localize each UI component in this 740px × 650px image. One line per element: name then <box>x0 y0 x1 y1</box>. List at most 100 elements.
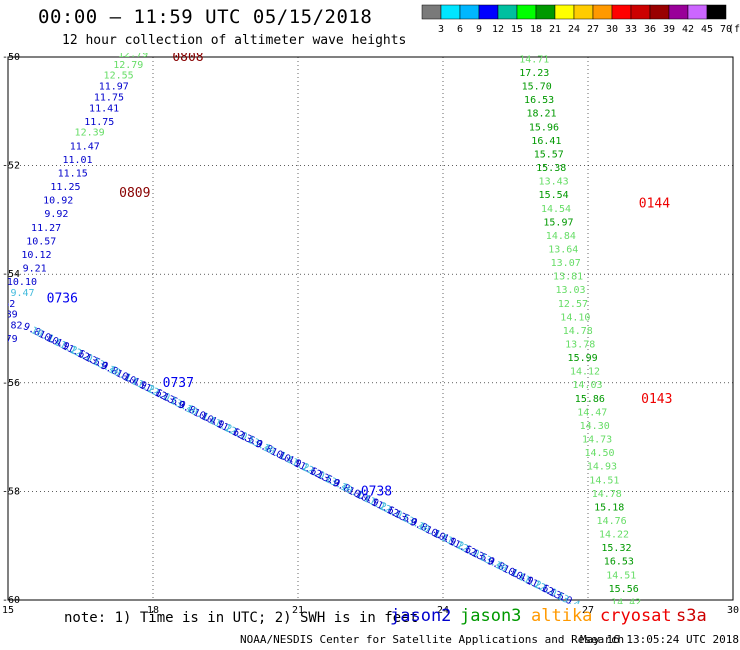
wave-height-label: 14.42 <box>611 597 641 608</box>
wave-height-label: 10.57 <box>26 236 56 247</box>
wave-height-label: 9.79 <box>0 334 18 345</box>
wave-height-label: 14.10 <box>560 312 590 323</box>
wave-height-label: 9.21 <box>23 263 47 274</box>
wave-height-label: 14.22 <box>599 530 629 541</box>
legend-s3a: s3a <box>676 606 707 626</box>
y-tick-label: -56 <box>2 378 20 389</box>
wave-height-label: 14.84 <box>546 231 576 242</box>
pass-time-label: 0143 <box>641 392 672 407</box>
pass-time-label: 0809 <box>119 186 150 201</box>
colorbar-tick-label: 21 <box>549 24 561 35</box>
wave-height-label: 15.18 <box>594 502 624 513</box>
wave-height-label: 16.41 <box>531 136 561 147</box>
wave-height-label: 13.03 <box>555 285 585 296</box>
wave-height-label: 10.44 <box>0 293 8 304</box>
track-layer: 9.810.110.410.911.211.612.012.513.013.49… <box>0 49 672 608</box>
colorbar-tick-label: 24 <box>568 24 580 35</box>
x-tick-label: 27 <box>582 605 594 616</box>
x-tick-label: 18 <box>147 605 159 616</box>
legend-altika: altika <box>531 606 593 626</box>
wave-height-label: 13.07 <box>551 258 581 269</box>
wave-height-label: 11.41 <box>89 103 119 114</box>
wave-height-label: 16.53 <box>604 557 634 568</box>
plot-frame <box>7 56 734 601</box>
wave-height-label: 13.64 <box>548 244 578 255</box>
wave-height-label: 12.79 <box>113 60 143 71</box>
legend-cryosat: cryosat <box>600 606 672 626</box>
wave-height-label: 15.70 <box>522 82 552 93</box>
wave-height-label: 13.78 <box>565 340 595 351</box>
wave-height-label: 14.76 <box>597 516 627 527</box>
pass-time-label: 0738 <box>361 484 392 499</box>
wave-height-label: 14.73 <box>582 435 612 446</box>
legend-jason3: jason3 <box>460 606 522 626</box>
colorbar-tick-label: 45 <box>701 24 713 35</box>
wave-height-label: 9.92 <box>44 209 68 220</box>
colorbar-tick-label: 70 <box>720 24 732 35</box>
wave-height-label: 11.75 <box>94 92 124 103</box>
wave-height-label: 10.12 <box>21 250 51 261</box>
wave-height-label: 15.96 <box>529 122 559 133</box>
colorbar-tick-label: 9 <box>476 24 482 35</box>
colorbar-tick-label: 3 <box>438 24 444 35</box>
wave-height-label: 14.03 <box>572 380 602 391</box>
wave-height-label: 15.99 <box>568 353 598 364</box>
pass-time-label: 0736 <box>47 292 78 307</box>
colorbar-tick-label: 33 <box>625 24 637 35</box>
colorbar-tick-label: 39 <box>663 24 675 35</box>
wave-height-label: 10.82 <box>0 321 23 332</box>
wave-height-label: 15.97 <box>543 217 573 228</box>
page-title: 00:00 – 11:59 UTC 05/15/2018 <box>38 6 373 28</box>
wave-height-label: 14.78 <box>563 326 593 337</box>
page-subtitle: 12 hour collection of altimeter wave hei… <box>62 33 407 48</box>
colorbar-tick-label: 27 <box>587 24 599 35</box>
wave-height-label: 13.43 <box>539 177 569 188</box>
wave-height-label: 12.55 <box>104 71 134 82</box>
wave-height-label: 15.86 <box>575 394 605 405</box>
wave-height-label: 12.79 <box>118 49 148 60</box>
wave-height-label: 18.21 <box>526 109 556 120</box>
wave-height-label: 11.97 <box>99 82 129 93</box>
colorbar-tick-label: 36 <box>644 24 656 35</box>
wave-height-label: 10.62 <box>0 299 15 310</box>
colorbar-tick-label: 6 <box>457 24 463 35</box>
wave-height-label: 10.92 <box>43 196 73 207</box>
wave-height-label: 14.51 <box>589 475 619 486</box>
wave-height-label: 14.47 <box>577 407 607 418</box>
wave-height-label: 15.56 <box>609 584 639 595</box>
wave-height-label: 15.57 <box>534 149 564 160</box>
colorbar-swatch <box>706 4 727 20</box>
wave-height-label: 11.01 <box>62 155 92 166</box>
pass-time-label: 0808 <box>172 50 203 65</box>
colorbar-unit: (ft) <box>728 24 740 35</box>
wave-height-label: 13.81 <box>553 272 583 283</box>
wave-height-label: 9.47 <box>10 288 34 299</box>
wave-height-label: 11.75 <box>84 117 114 128</box>
credit-text: NOAA/NESDIS Center for Satellite Applica… <box>240 633 625 646</box>
colorbar-tick-label: 15 <box>511 24 523 35</box>
wave-height-label: 15.54 <box>539 190 569 201</box>
x-tick-label: 21 <box>292 605 304 616</box>
y-tick-label: -54 <box>2 269 20 280</box>
wave-height-label: 10.10 <box>7 277 37 288</box>
pass-time-label: 0144 <box>639 197 670 212</box>
wave-height-label: 10.89 <box>0 310 18 321</box>
wave-height-label: 14.54 <box>541 204 571 215</box>
wave-height-label: 14.50 <box>584 448 614 459</box>
wave-height-label: 11.15 <box>58 168 88 179</box>
wave-height-label: 11.47 <box>70 141 100 152</box>
pass-time-label: 0737 <box>163 376 194 391</box>
wave-height-label: 16.53 <box>524 95 554 106</box>
wave-height-label: 15.32 <box>601 543 631 554</box>
wave-height-label: 14.71 <box>519 54 549 65</box>
wave-height-label: 12.39 <box>75 128 105 139</box>
wave-height-label: 14.78 <box>592 489 622 500</box>
units-note: note: 1) Time is in UTC; 2) SWH is in fe… <box>64 610 419 626</box>
colorbar-tick-label: 30 <box>606 24 618 35</box>
wave-height-label: 15.38 <box>536 163 566 174</box>
wave-height-label: 17.23 <box>519 68 549 79</box>
wave-height-label: 11.27 <box>31 223 61 234</box>
wave-height-label: 14.30 <box>580 421 610 432</box>
